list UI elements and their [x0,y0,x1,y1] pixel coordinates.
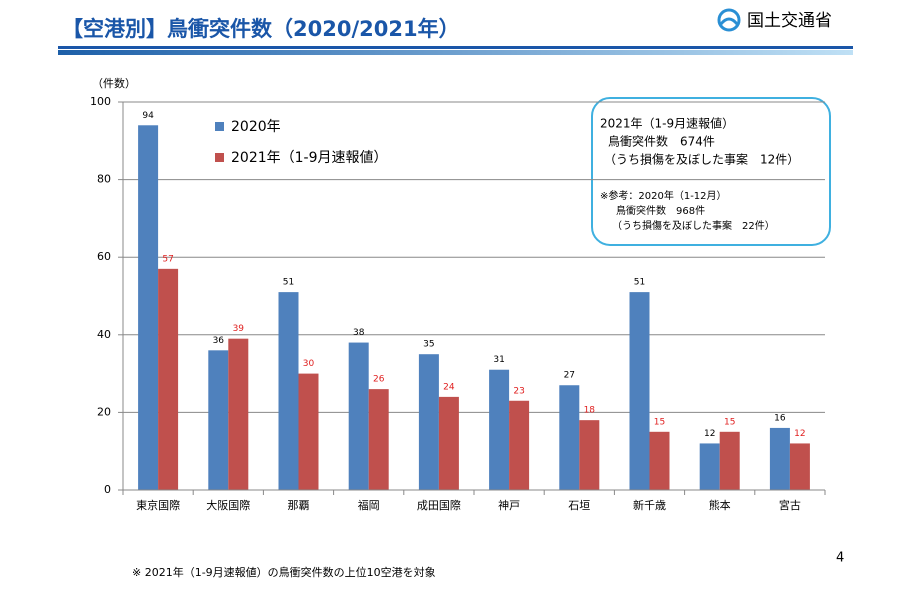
value-label: 35 [423,340,434,350]
x-tick-label: 熊本 [709,498,731,512]
y-tick-label: 60 [97,250,111,263]
bar [298,373,319,490]
x-tick-label: 福岡 [358,498,380,512]
page-number: 4 [836,551,844,566]
note-line: （うち損傷を及ぼした事案 12件） [604,152,799,167]
value-label: 15 [724,417,735,427]
note-line: 2021年（1-9月速報値） [600,116,734,131]
value-label: 31 [493,355,504,365]
bar [228,338,249,490]
value-label: 38 [353,328,365,338]
bar [489,369,510,490]
value-label: 36 [213,336,225,346]
x-tick-label: 神戸 [498,498,520,512]
bar [368,389,389,490]
value-label: 23 [513,386,524,396]
value-label: 16 [774,413,786,423]
bar [158,268,179,490]
note-box [591,97,831,246]
note-line: （うち損傷を及ぼした事案 22件） [612,219,775,232]
y-tick-label: 20 [97,405,111,418]
title-rule [58,46,853,49]
value-label: 18 [584,406,596,416]
note-line: 鳥衝突件数 968件 [616,204,705,217]
x-tick-label: 大阪国際 [206,498,250,512]
legend-label: 2020年 [231,119,281,135]
value-label: 30 [303,359,315,369]
y-tick-label: 0 [104,483,111,496]
value-label: 39 [233,324,245,334]
logo-text: 国土交通省 [747,11,832,31]
bar [719,431,740,490]
y-tick-label: 40 [97,328,111,341]
value-label: 24 [443,382,455,392]
value-label: 12 [794,429,805,439]
value-label: 26 [373,375,385,385]
x-tick-label: 東京国際 [136,498,180,512]
legend-label: 2021年（1-9月速報値） [231,150,388,166]
bar [789,443,810,490]
legend-swatch [215,122,224,131]
value-label: 51 [634,278,645,288]
bar [138,125,159,490]
x-tick-label: 新千歳 [633,498,666,512]
bar [278,292,299,490]
x-tick-label: 成田国際 [417,499,461,512]
bar [559,385,580,490]
value-label: 12 [704,429,715,439]
y-axis-label: （件数） [92,77,136,90]
legend-swatch [215,153,224,162]
x-tick-label: 那覇 [288,499,310,512]
footnote: ※ 2021年（1-9月速報値）の鳥衝突件数の上位10空港を対象 [132,565,436,579]
bar [769,427,790,490]
title-stripe [58,50,853,55]
note-line: 鳥衝突件数 674件 [608,134,715,149]
value-label: 57 [162,254,173,264]
value-label: 51 [283,278,294,288]
bar [348,342,369,490]
bar [649,431,670,490]
y-tick-label: 100 [90,95,111,108]
x-tick-label: 石垣 [568,499,590,512]
bar [509,400,530,490]
logo-icon [717,8,741,32]
x-tick-label: 宮古 [779,498,801,512]
bar [418,354,439,490]
value-label: 94 [142,111,154,121]
bar [438,396,459,490]
value-label: 27 [564,371,575,381]
chart-title: 【空港別】鳥衝突件数（2020/2021年） [62,17,460,41]
y-tick-label: 80 [97,173,111,186]
bar [629,292,650,490]
bar [699,443,720,490]
bar [208,350,229,490]
bar [579,420,600,490]
value-label: 15 [654,417,665,427]
note-line: ※参考：2020年（1-12月） [600,189,727,202]
